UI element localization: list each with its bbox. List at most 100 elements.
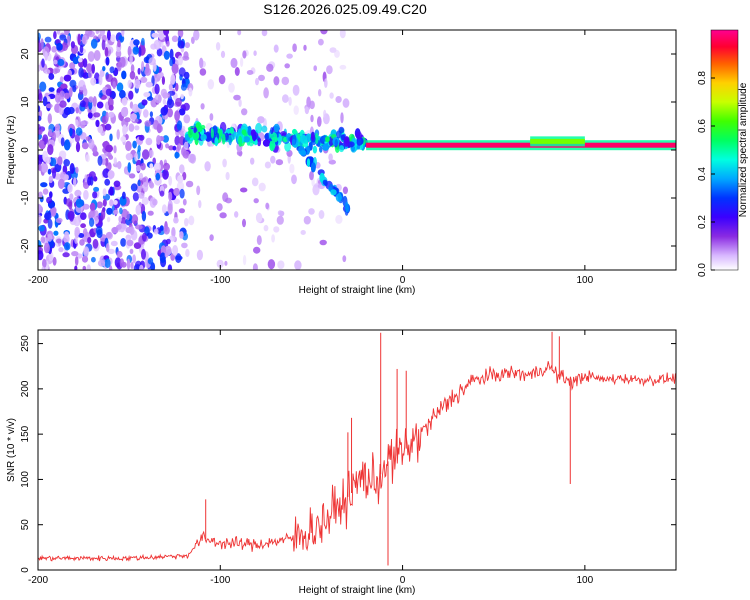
spectrogram-cell: [133, 242, 142, 250]
spectrogram-cell: [107, 170, 115, 179]
spectrogram-cell: [121, 97, 128, 106]
spectrogram-cell: [44, 51, 48, 61]
y-tick-label: 200: [20, 380, 31, 397]
spectrogram-cell: [207, 79, 215, 90]
spectrogram-cell: [193, 30, 200, 41]
spectrogram-cell: [247, 125, 252, 137]
spectrogram-cell: [319, 172, 325, 183]
spectrogram-cell: [110, 240, 118, 247]
spectrogram-cell: [345, 205, 349, 213]
spectrogram-cell: [256, 235, 262, 246]
spectrogram-cell: [342, 255, 347, 263]
spectrogram-cell: [47, 218, 53, 229]
spectrogram-cell: [162, 92, 168, 99]
spectrogram-cell: [92, 145, 98, 154]
spectrogram-cell: [140, 76, 148, 83]
spectrogram-cell: [118, 215, 122, 223]
spectrogram-cell: [253, 246, 261, 254]
spectrogram-cell: [70, 41, 75, 49]
spectrogram-cell: [141, 37, 145, 47]
spectrogram-cell: [47, 144, 54, 156]
spectrogram-cell: [105, 88, 112, 97]
spectrogram-cell: [74, 256, 79, 266]
spectrogram-cell: [107, 162, 112, 171]
spectrogram-cell: [299, 134, 307, 144]
spectrogram-cell: [51, 46, 58, 53]
spectrogram-cell: [141, 210, 147, 222]
spectrogram-cell: [72, 56, 79, 65]
spectrogram-cell: [148, 57, 156, 66]
spectrogram-cell: [78, 233, 85, 238]
spectrogram-cell: [119, 89, 126, 99]
y-tick-label: 10: [20, 96, 31, 108]
x-tick-label: 100: [577, 275, 594, 286]
spectrogram-cell: [46, 196, 53, 204]
spectrogram-cell: [113, 180, 121, 188]
spectrogram-cell: [178, 208, 185, 214]
spectrogram-cell: [69, 163, 75, 174]
spectrogram-cell: [179, 164, 185, 174]
spectrogram-cell: [273, 76, 280, 86]
spectrogram-cell: [138, 172, 144, 181]
spectrogram-cell: [98, 74, 103, 86]
spectrogram-cell: [44, 69, 51, 75]
spectrogram-cell: [273, 123, 280, 133]
spectrogram-cell: [184, 42, 190, 49]
y-tick-label: 150: [20, 425, 31, 442]
spectrogram-cell: [257, 116, 265, 124]
spectrogram-cell: [159, 190, 165, 197]
spectrogram-cell: [87, 237, 92, 244]
spectrogram-cell: [130, 113, 137, 120]
spectrogram-cell: [306, 158, 311, 168]
spectrogram-cell: [173, 187, 180, 197]
spectrogram-cell: [52, 168, 56, 179]
spectrogram-cell: [242, 218, 246, 228]
spectrogram-cell: [139, 264, 144, 270]
spectrogram-cell: [193, 126, 197, 134]
spectrogram-cell: [312, 145, 318, 154]
spectrogram-cell: [204, 161, 211, 172]
snr-x-ticks: -200 -100 0 100: [28, 330, 594, 586]
spectrogram-cell: [273, 44, 279, 53]
spectrogram-cell: [102, 199, 107, 207]
snr-y-ticks: 0 50 100 150 200 250: [20, 335, 676, 573]
spectrogram-cell: [108, 154, 114, 160]
spectrogram-cell: [314, 132, 319, 145]
spectrogram-cell: [183, 141, 189, 150]
spectrogram-cell: [102, 66, 106, 72]
spectrogram-cell: [53, 230, 59, 236]
spectrogram-cell: [107, 248, 115, 255]
spectrogram-cell: [122, 124, 127, 136]
spectrogram-cell: [176, 120, 183, 131]
spectrogram-cell: [51, 131, 56, 143]
spectrogram-cell: [145, 62, 150, 74]
spectrogram-cell: [44, 156, 52, 164]
spectrogram-cell: [81, 142, 89, 150]
spectrogram-cell: [154, 94, 162, 104]
spectrogram-cell: [85, 30, 93, 36]
spectrogram-cell: [105, 74, 113, 82]
spectrogram-cell: [117, 39, 121, 48]
spectrogram-cell: [238, 99, 242, 107]
spectrogram-cell: [335, 96, 342, 103]
spectrogram-cell: [104, 258, 111, 269]
spectrogram-cell: [49, 191, 53, 199]
spectrogram-cell: [188, 128, 193, 139]
spectrogram-cell: [241, 108, 248, 116]
spectrogram-cell: [271, 136, 278, 143]
spectrogram-cell: [219, 212, 227, 219]
spectrogram-cell: [92, 191, 98, 199]
spectrogram-cell: [277, 210, 283, 216]
spectrogram-cell: [148, 180, 154, 188]
spectrogram-cell: [263, 87, 269, 99]
spectrogram-cell: [258, 182, 266, 192]
spectrogram-cell: [339, 30, 346, 39]
spectrogram-cell: [137, 67, 141, 75]
spectrogram-cell: [112, 81, 116, 90]
spectrogram-cell: [181, 242, 188, 249]
spectrogram-cell: [105, 243, 110, 253]
spectrogram-cell: [134, 125, 140, 131]
spectrogram-cell: [252, 263, 258, 270]
spectrogram-cell: [91, 256, 96, 263]
spectrogram-cell: [69, 62, 76, 70]
